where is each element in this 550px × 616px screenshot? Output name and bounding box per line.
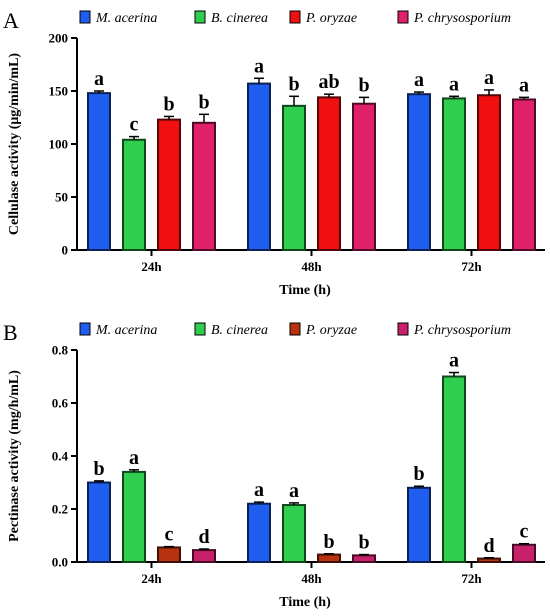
legend-label: M. acerina — [95, 323, 157, 338]
panel-letter: B — [3, 320, 18, 345]
bar — [407, 486, 431, 563]
significance-label: ab — [318, 71, 339, 93]
significance-label: b — [323, 531, 334, 553]
x-tick-label: 24h — [141, 259, 162, 274]
y-tick-label: 0.8 — [52, 343, 69, 358]
bar — [442, 97, 466, 251]
x-tick-label: 48h — [301, 571, 322, 586]
legend-swatch — [397, 322, 409, 336]
bar — [247, 502, 271, 564]
significance-label: d — [483, 535, 494, 557]
x-axis-title: Time (h) — [279, 595, 331, 610]
legend-swatch — [194, 10, 206, 24]
legend-label: P. chrysosporium — [413, 11, 511, 26]
bar — [512, 98, 536, 252]
significance-label: a — [254, 479, 264, 501]
significance-label: b — [198, 91, 209, 113]
bar — [157, 118, 181, 252]
bar — [122, 470, 146, 563]
significance-label: a — [94, 68, 104, 90]
legend-swatch — [194, 322, 206, 336]
bar — [122, 138, 146, 251]
y-tick-label: 0.2 — [52, 502, 68, 517]
x-tick-label: 72h — [461, 259, 482, 274]
x-axis-title: Time (h) — [279, 283, 331, 298]
significance-label: c — [520, 521, 529, 543]
significance-label: a — [449, 73, 459, 95]
bar — [317, 96, 341, 251]
significance-label: a — [484, 67, 494, 89]
bar — [87, 92, 111, 252]
x-tick-label: 48h — [301, 259, 322, 274]
panel-letter: A — [3, 8, 19, 33]
bar — [282, 504, 306, 563]
significance-label: d — [198, 526, 209, 548]
x-tick-label: 72h — [461, 571, 482, 586]
legend-label: P. oryzae — [305, 11, 357, 26]
bar — [247, 82, 271, 251]
chart-panel-a: A M. acerina B. cinerea P. oryzae P. chrysos… — [3, 8, 545, 298]
y-tick-label: 150 — [49, 84, 69, 99]
significance-label: b — [163, 93, 174, 115]
significance-label: a — [129, 447, 139, 469]
legend-swatch — [289, 322, 301, 336]
significance-label: a — [414, 69, 424, 91]
significance-label: b — [413, 463, 424, 485]
legend-swatch — [79, 322, 91, 336]
legend-label: P. chrysosporium — [413, 323, 511, 338]
significance-label: a — [519, 74, 529, 96]
bar — [512, 543, 536, 564]
significance-label: b — [358, 74, 369, 96]
bar — [192, 121, 216, 251]
bar — [477, 94, 501, 251]
significance-label: b — [288, 73, 299, 95]
bar — [477, 557, 501, 563]
bar — [317, 553, 341, 564]
legend-label: B. cinerea — [211, 323, 268, 338]
chart-panel-b: B M. acerina B. cinerea P. oryzae P. chrysos… — [3, 320, 545, 610]
bar — [407, 93, 431, 252]
significance-label: c — [165, 524, 174, 546]
bar — [442, 375, 466, 563]
bar — [282, 104, 306, 251]
y-tick-label: 50 — [55, 190, 68, 205]
legend-label: B. cinerea — [211, 11, 268, 26]
bar — [192, 549, 216, 564]
legend-swatch — [79, 10, 91, 24]
y-tick-label: 0.4 — [52, 449, 69, 464]
bar — [157, 546, 181, 563]
y-tick-label: 100 — [49, 137, 69, 152]
legend-label: P. oryzae — [305, 323, 357, 338]
x-tick-label: 24h — [141, 571, 162, 586]
significance-label: b — [93, 458, 104, 480]
y-axis-title: Pectinase activity (mg/h/mL) — [7, 370, 22, 542]
bar — [352, 102, 376, 251]
legend-swatch — [397, 10, 409, 24]
y-tick-label: 0 — [62, 243, 69, 258]
significance-label: c — [130, 114, 139, 136]
significance-label: a — [254, 55, 264, 77]
y-tick-label: 0.6 — [52, 396, 69, 411]
significance-label: b — [358, 532, 369, 554]
legend-label: M. acerina — [95, 11, 157, 26]
y-tick-label: 0.0 — [52, 555, 68, 570]
y-tick-label: 200 — [49, 31, 69, 46]
bar — [87, 481, 111, 563]
legend-swatch — [289, 10, 301, 24]
significance-label: a — [449, 350, 459, 372]
significance-label: a — [289, 480, 299, 502]
y-axis-title: Cellulase activity (μg/min/mL) — [7, 53, 22, 235]
bar — [352, 554, 376, 563]
